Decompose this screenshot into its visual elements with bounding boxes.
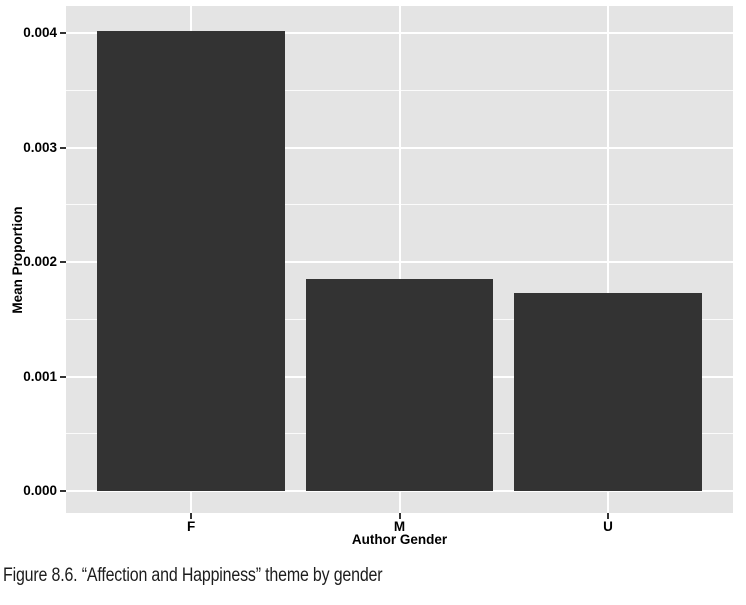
x-tick-mark xyxy=(190,513,193,519)
y-tick-mark xyxy=(60,146,66,149)
y-tick-label: 0.000 xyxy=(23,483,57,499)
x-tick-label: F xyxy=(186,519,196,534)
x-axis-title: Author Gender xyxy=(351,532,448,547)
bar-F xyxy=(97,30,285,492)
y-tick-mark xyxy=(60,375,66,378)
y-tick-label: 0.004 xyxy=(23,25,57,41)
plot-panel xyxy=(66,6,733,513)
gridline-vertical xyxy=(398,6,401,513)
y-tick-mark xyxy=(60,490,66,493)
y-tick-label: 0.003 xyxy=(23,139,57,155)
x-tick-label: M xyxy=(393,519,406,534)
y-axis-title: Mean Proportion xyxy=(10,206,25,314)
x-tick-mark xyxy=(606,513,609,519)
y-tick-label: 0.001 xyxy=(23,368,57,384)
y-tick-label: 0.002 xyxy=(23,254,57,270)
y-tick-mark xyxy=(60,32,66,35)
figure-caption: Figure 8.6. “Affection and Happiness” th… xyxy=(3,565,383,586)
x-tick-label: U xyxy=(603,519,613,534)
bar-M xyxy=(305,279,494,492)
gridline-vertical xyxy=(606,6,609,513)
y-tick-mark xyxy=(60,261,66,264)
x-tick-mark xyxy=(398,513,401,519)
bar-U xyxy=(514,293,702,492)
